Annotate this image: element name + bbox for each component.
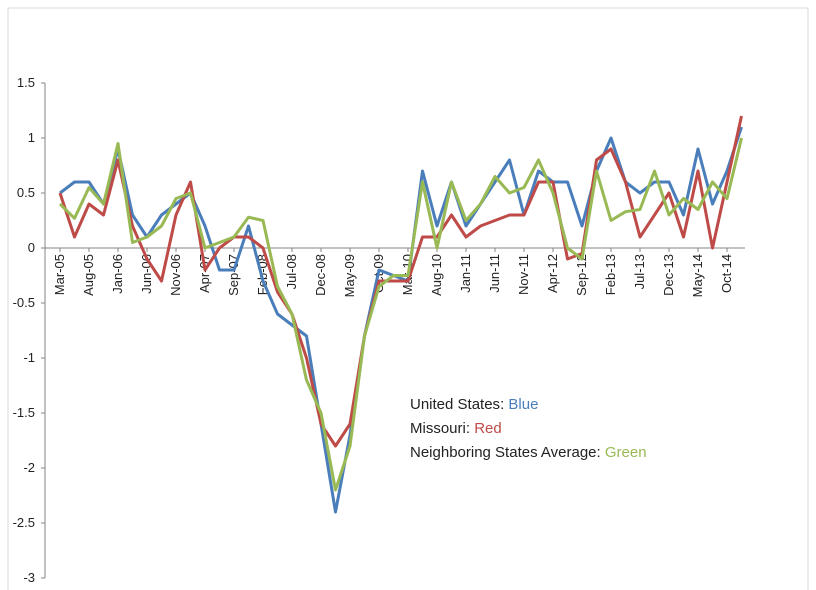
- x-tick-label: Nov-11: [516, 254, 531, 295]
- x-tick-label: Jun-11: [487, 254, 502, 293]
- x-tick-label: Jul-08: [284, 254, 299, 289]
- x-tick-label: Jan-06: [110, 254, 125, 294]
- x-tick-label: Nov-06: [168, 254, 183, 296]
- legend-name: Missouri: [410, 420, 466, 437]
- legend-color-name: Red: [474, 420, 502, 437]
- x-tick-label: Jan-11: [458, 254, 473, 293]
- legend-entry: Missouri: Red: [410, 420, 502, 437]
- x-tick-label: Apr-12: [545, 254, 560, 293]
- legend-color-name: Blue: [508, 396, 538, 413]
- y-tick-label: 1: [28, 130, 35, 145]
- legend-separator: :: [466, 420, 474, 437]
- x-tick-label: Mar-05: [52, 254, 67, 295]
- x-tick-label: Aug-10: [429, 254, 444, 296]
- series-line: [58, 115, 743, 448]
- x-tick-label: Dec-13: [661, 254, 676, 296]
- y-tick-label: 0: [28, 240, 35, 255]
- legend-separator: :: [500, 396, 508, 413]
- x-tick-label: May-09: [342, 254, 357, 297]
- series-line: [58, 137, 743, 492]
- x-tick-label: Jul-13: [632, 254, 647, 289]
- legend-entry: United States: Blue: [410, 396, 538, 413]
- y-tick-label: -2.5: [13, 515, 35, 530]
- legend-separator: :: [597, 444, 605, 461]
- y-tick-label: 1.5: [17, 75, 35, 90]
- x-tick-label: Dec-08: [313, 254, 328, 296]
- legend-entry: Neighboring States Average: Green: [410, 444, 647, 461]
- legend-name: Neighboring States Average: [410, 444, 597, 461]
- chart-frame: [7, 7, 809, 590]
- y-tick-label: -1.5: [13, 405, 35, 420]
- y-tick-label: -1: [23, 350, 35, 365]
- x-tick-label: May-14: [690, 254, 705, 297]
- y-tick-label: -2: [23, 460, 35, 475]
- legend-name: United States: [410, 396, 500, 413]
- x-tick-label: Feb-13: [603, 254, 618, 295]
- y-tick-label: -0.5: [13, 295, 35, 310]
- x-tick-label: Aug-05: [81, 254, 96, 296]
- y-tick-label: -3: [23, 570, 35, 585]
- x-tick-label: Sep-12: [574, 254, 589, 296]
- x-tick-label: Oct-14: [719, 254, 734, 293]
- y-tick-label: 0.5: [17, 185, 35, 200]
- legend-color-name: Green: [605, 444, 647, 461]
